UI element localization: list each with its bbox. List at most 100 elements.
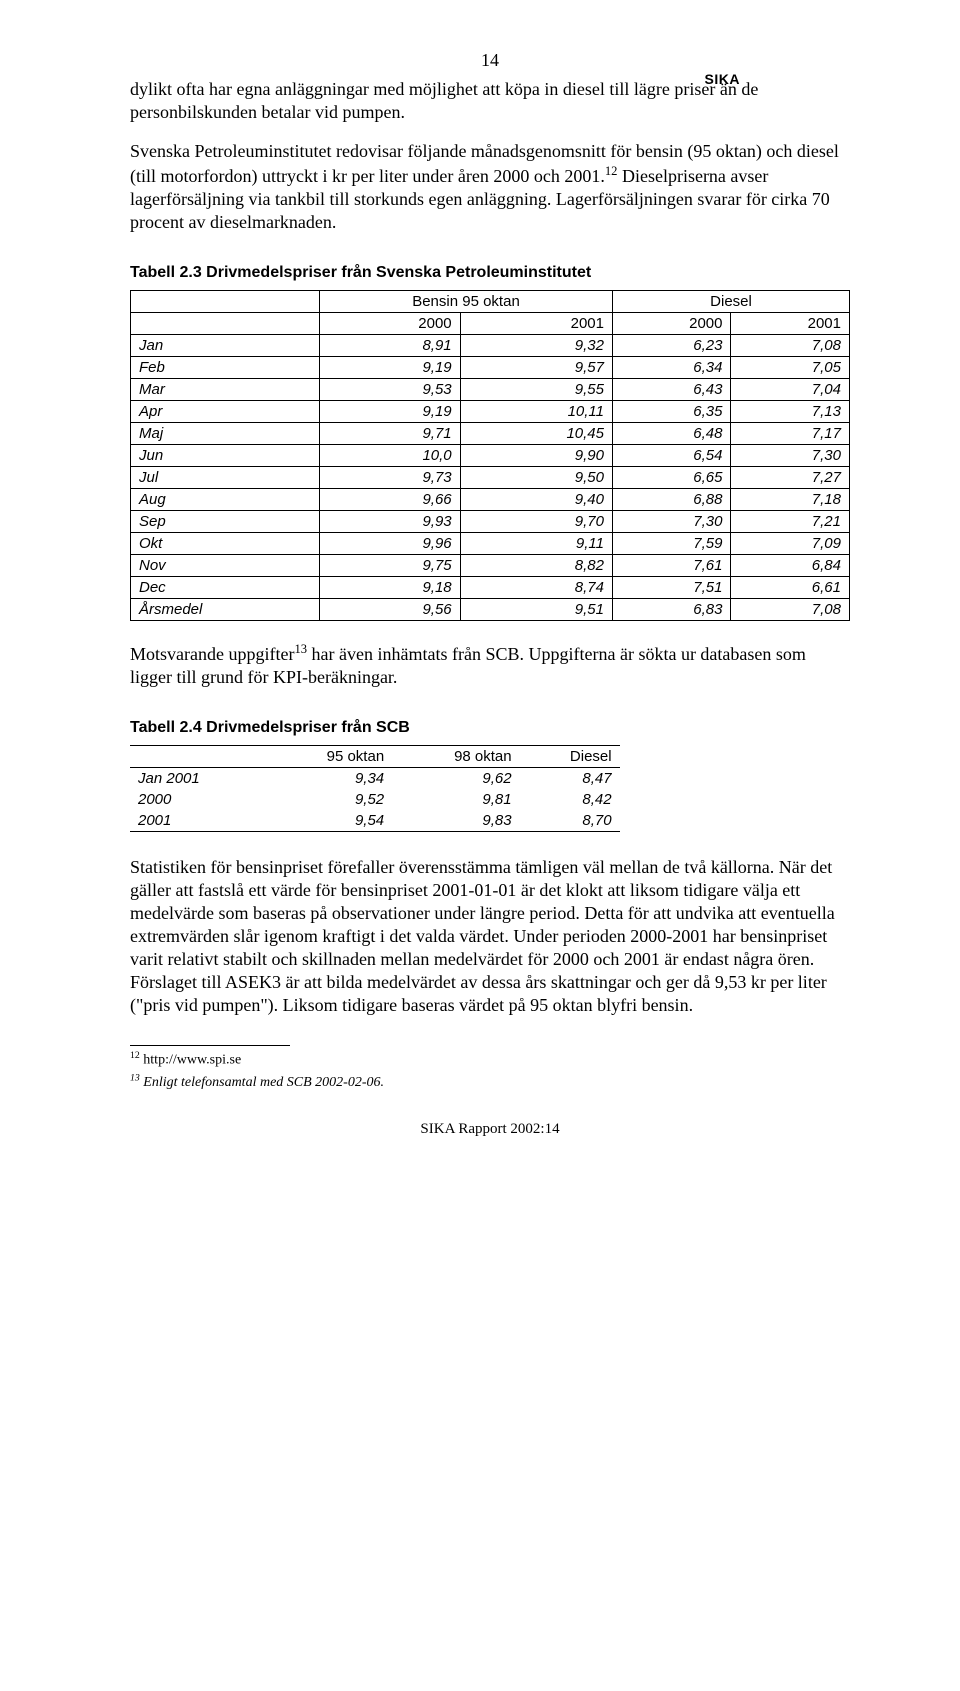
- table-row: Sep9,939,707,307,21: [131, 511, 850, 533]
- cell-value: 7,08: [731, 599, 850, 621]
- cell-value: 8,91: [320, 335, 461, 357]
- row-label: Jul: [131, 467, 320, 489]
- row-label: Nov: [131, 555, 320, 577]
- cell-value: 9,40: [460, 489, 612, 511]
- row-label: Maj: [131, 423, 320, 445]
- cell-value: 9,53: [320, 379, 461, 401]
- cell-value: 8,70: [520, 810, 620, 832]
- cell-value: 7,27: [731, 467, 850, 489]
- cell-value: 8,47: [520, 768, 620, 790]
- table-row: Feb9,199,576,347,05: [131, 357, 850, 379]
- page-footer: SIKA Rapport 2002:14: [130, 1121, 850, 1138]
- cell-value: 7,05: [731, 357, 850, 379]
- cell-value: 9,96: [320, 533, 461, 555]
- col-group-bensin: Bensin 95 oktan: [320, 291, 613, 313]
- row-label: Aug: [131, 489, 320, 511]
- cell-value: 6,88: [613, 489, 731, 511]
- page-number: 14: [130, 50, 850, 71]
- paragraph-3: Motsvarande uppgifter13 har även inhämta…: [130, 641, 850, 689]
- row-label: 2000: [130, 789, 265, 810]
- footnotes: 12 http://www.spi.se 13 Enligt telefonsa…: [130, 1045, 850, 1091]
- col-year: 2000: [613, 313, 731, 335]
- row-label: Sep: [131, 511, 320, 533]
- table-row: 20019,549,838,70: [130, 810, 620, 832]
- row-label: Feb: [131, 357, 320, 379]
- cell-value: 7,21: [731, 511, 850, 533]
- cell-value: 9,32: [460, 335, 612, 357]
- page-header: 14 SIKA: [130, 50, 850, 78]
- cell-value: 7,61: [613, 555, 731, 577]
- col-header: 98 oktan: [392, 746, 519, 768]
- cell-value: 6,61: [731, 577, 850, 599]
- cell-value: 8,42: [520, 789, 620, 810]
- row-label: Apr: [131, 401, 320, 423]
- cell-value: 9,90: [460, 445, 612, 467]
- cell-value: 9,55: [460, 379, 612, 401]
- table-2-3: Bensin 95 oktan Diesel 2000 2001 2000 20…: [130, 290, 850, 621]
- cell-value: 9,34: [265, 768, 392, 790]
- col-group-diesel: Diesel: [613, 291, 850, 313]
- cell-value: 9,11: [460, 533, 612, 555]
- cell-value: 7,17: [731, 423, 850, 445]
- table-row: Jul9,739,506,657,27: [131, 467, 850, 489]
- cell-value: 7,30: [731, 445, 850, 467]
- paragraph-4: Statistiken för bensinpriset förefaller …: [130, 856, 850, 1017]
- cell-value: 7,04: [731, 379, 850, 401]
- row-label: Årsmedel: [131, 599, 320, 621]
- paragraph-1: dylikt ofta har egna anläggningar med mö…: [130, 78, 850, 124]
- paragraph-3a: Motsvarande uppgifter: [130, 644, 294, 664]
- table-2-4: 95 oktan 98 oktan Diesel Jan 20019,349,6…: [130, 745, 620, 832]
- col-year: 2001: [731, 313, 850, 335]
- table-row: Okt9,969,117,597,09: [131, 533, 850, 555]
- row-label: Jan 2001: [130, 768, 265, 790]
- table-row: 95 oktan 98 oktan Diesel: [130, 746, 620, 768]
- cell-value: 7,13: [731, 401, 850, 423]
- cell-value: 9,62: [392, 768, 519, 790]
- row-label: Dec: [131, 577, 320, 599]
- cell-value: 7,08: [731, 335, 850, 357]
- footnote-13: 13 Enligt telefonsamtal med SCB 2002-02-…: [130, 1072, 850, 1091]
- cell-value: 9,73: [320, 467, 461, 489]
- table-2-3-title: Tabell 2.3 Drivmedelspriser från Svenska…: [130, 264, 850, 282]
- cell-value: 9,54: [265, 810, 392, 832]
- cell-value: 9,70: [460, 511, 612, 533]
- row-label: Jun: [131, 445, 320, 467]
- cell-value: 9,56: [320, 599, 461, 621]
- table-row: Aug9,669,406,887,18: [131, 489, 850, 511]
- table-row: Maj9,7110,456,487,17: [131, 423, 850, 445]
- cell-value: 6,23: [613, 335, 731, 357]
- cell-value: 9,75: [320, 555, 461, 577]
- table-row: Årsmedel9,569,516,837,08: [131, 599, 850, 621]
- footnote-ref-13: 13: [294, 642, 307, 656]
- cell-value: 9,83: [392, 810, 519, 832]
- cell-value: 9,52: [265, 789, 392, 810]
- col-header: 95 oktan: [265, 746, 392, 768]
- table-row: Jan 20019,349,628,47: [130, 768, 620, 790]
- cell-value: 6,54: [613, 445, 731, 467]
- footnote-12-text: http://www.spi.se: [140, 1053, 241, 1068]
- cell-value: 9,93: [320, 511, 461, 533]
- cell-value: 6,65: [613, 467, 731, 489]
- table-row: Bensin 95 oktan Diesel: [131, 291, 850, 313]
- table-row: Apr9,1910,116,357,13: [131, 401, 850, 423]
- col-year: 2001: [460, 313, 612, 335]
- table-row: Jan8,919,326,237,08: [131, 335, 850, 357]
- cell-value: 9,50: [460, 467, 612, 489]
- table-row: 2000 2001 2000 2001: [131, 313, 850, 335]
- paragraph-2: Svenska Petroleuminstitutet redovisar fö…: [130, 140, 850, 234]
- cell-value: 8,74: [460, 577, 612, 599]
- cell-value: 6,34: [613, 357, 731, 379]
- footnote-12-num: 12: [130, 1050, 140, 1061]
- brand-mark: SIKA: [705, 71, 740, 87]
- cell-value: 9,51: [460, 599, 612, 621]
- cell-value: 6,84: [731, 555, 850, 577]
- cell-value: 6,43: [613, 379, 731, 401]
- cell-value: 9,57: [460, 357, 612, 379]
- table-row: Jun10,09,906,547,30: [131, 445, 850, 467]
- footnote-13-text: Enligt telefonsamtal med SCB 2002-02-06.: [140, 1075, 384, 1090]
- table-row: 20009,529,818,42: [130, 789, 620, 810]
- cell-value: 9,19: [320, 401, 461, 423]
- row-label: Okt: [131, 533, 320, 555]
- row-label: 2001: [130, 810, 265, 832]
- cell-value: 6,83: [613, 599, 731, 621]
